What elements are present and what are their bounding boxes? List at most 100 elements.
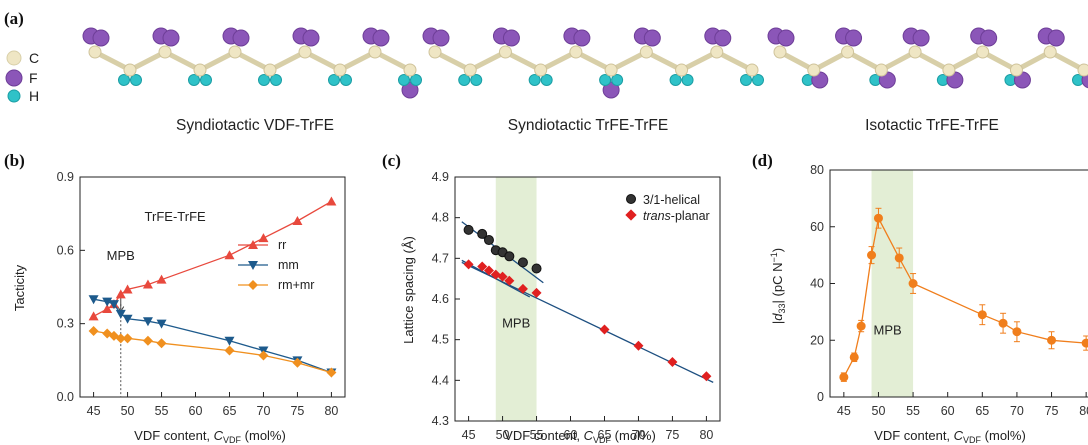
carbon-atom bbox=[123, 63, 137, 77]
x-tick-label: 80 bbox=[1079, 404, 1088, 418]
y-tick-label: 0.9 bbox=[57, 170, 74, 184]
panel-d: (d) MPB 45 50 55 60 65 70 75 80 0 20 40 60 80 |d33| (… bbox=[752, 151, 1088, 445]
atom-legend-label: F bbox=[29, 70, 38, 86]
y-axis-title: Lattice spacing (Å) bbox=[401, 236, 416, 344]
structure-label: Isotactic TrFE-TrFE bbox=[865, 117, 999, 134]
y-tick-label: 0.0 bbox=[57, 390, 74, 404]
carbon-atom bbox=[263, 63, 277, 77]
y-tick-label: 4.3 bbox=[432, 414, 449, 428]
x-tick-label: 70 bbox=[257, 404, 271, 418]
y-axis-title: |d33| (pC N−1) bbox=[769, 248, 787, 324]
data-point bbox=[517, 283, 528, 294]
hydrogen-atom-swatch bbox=[7, 89, 21, 103]
data-point bbox=[531, 287, 542, 298]
tacticity-chart: 45 50 55 60 65 70 75 80 0.0 0.3 0.6 0.9 MPB TrFE-TrFE… bbox=[57, 170, 346, 418]
x-tick-label: 55 bbox=[530, 428, 544, 442]
carbon-atom bbox=[534, 63, 548, 77]
molecule-structures bbox=[82, 27, 1088, 99]
carbon-backbone bbox=[433, 49, 754, 73]
hydrogen-atom bbox=[130, 74, 142, 86]
hydrogen-atom bbox=[528, 74, 541, 86]
carbon-atom bbox=[1009, 63, 1023, 77]
legend-label: rm+mr bbox=[278, 278, 314, 292]
fluorine-atom bbox=[232, 29, 250, 47]
x-axis-title: VDF content, CVDF (mol%) bbox=[134, 428, 286, 445]
fluorine-atom bbox=[602, 81, 620, 99]
carbon-atom bbox=[841, 45, 855, 59]
hydrogen-atom bbox=[270, 74, 282, 86]
y-tick-label: 0.6 bbox=[57, 243, 74, 257]
fluorine-atom-swatch bbox=[5, 69, 23, 87]
data-point bbox=[504, 275, 515, 286]
y-tick-label: 4.6 bbox=[432, 292, 449, 306]
x-tick-label: 50 bbox=[496, 428, 510, 442]
data-point bbox=[1081, 338, 1088, 348]
panel-letter-d: (d) bbox=[752, 151, 773, 170]
panel-c: (c) MPB 45 50 55 60 65 70 75 80 4.3 4.4 4.5 4.6 4.7 4.… bbox=[382, 151, 721, 445]
hydrogen-atom bbox=[611, 74, 624, 86]
hydrogen-atom bbox=[258, 74, 270, 86]
panel-letter-c: (c) bbox=[382, 151, 401, 170]
data-point bbox=[483, 265, 494, 276]
carbon-atom bbox=[807, 63, 821, 77]
y-tick-label: 4.4 bbox=[432, 373, 449, 387]
hydrogen-atom bbox=[740, 74, 752, 86]
data-point bbox=[122, 333, 133, 344]
carbon-atom bbox=[1043, 45, 1057, 59]
x-tick-label: 75 bbox=[665, 428, 679, 442]
panel-letter-a: (a) bbox=[4, 9, 24, 28]
data-point bbox=[856, 321, 866, 331]
panel-letter-b: (b) bbox=[4, 151, 25, 170]
legend-label-planar: trans-planar bbox=[643, 209, 710, 223]
y-tick-label: 4.5 bbox=[432, 333, 449, 347]
carbon-backbone bbox=[93, 49, 412, 73]
legend-marker bbox=[248, 280, 258, 290]
y-tick-label: 4.7 bbox=[432, 251, 449, 265]
carbon-atom bbox=[745, 63, 759, 77]
structure-label: Syndiotactic TrFE-TrFE bbox=[508, 117, 668, 134]
d33-chart: MPB 45 50 55 60 65 70 75 80 0 20 40 60 80 bbox=[810, 163, 1088, 418]
x-tick-label: 55 bbox=[155, 404, 169, 418]
panel-a: (a) C F H Syndiotactic VDF-TrFE Syndiota… bbox=[4, 9, 1088, 134]
data-point bbox=[531, 263, 542, 274]
x-tick-label: 45 bbox=[462, 428, 476, 442]
fluorine-atom bbox=[912, 29, 930, 47]
carbon-atom bbox=[333, 63, 347, 77]
x-tick-label: 60 bbox=[564, 428, 578, 442]
data-point bbox=[142, 279, 153, 289]
data-point bbox=[102, 297, 113, 307]
legend-label: rr bbox=[278, 238, 286, 252]
carbon-atom bbox=[228, 45, 242, 59]
y-tick-label: 0.3 bbox=[57, 317, 74, 331]
data-point bbox=[867, 250, 877, 260]
legend-marker-helical bbox=[626, 194, 636, 204]
data-point bbox=[1047, 335, 1057, 345]
carbon-atom bbox=[639, 45, 653, 59]
x-axis-title: VDF content, CVDF (mol%) bbox=[504, 428, 656, 445]
carbon-atom bbox=[298, 45, 312, 59]
plot-frame bbox=[829, 169, 1088, 398]
data-point bbox=[463, 224, 474, 235]
data-point bbox=[115, 333, 126, 344]
data-point bbox=[142, 335, 153, 346]
fluorine-atom bbox=[432, 29, 450, 47]
legend-marker bbox=[248, 261, 258, 270]
data-point bbox=[633, 340, 644, 351]
data-point bbox=[156, 319, 167, 329]
fluorine-atom bbox=[372, 29, 390, 47]
legend-label: mm bbox=[278, 258, 299, 272]
carbon-atom bbox=[569, 45, 583, 59]
fluorine-atom bbox=[980, 29, 998, 47]
data-point bbox=[894, 253, 904, 263]
lattice-spacing-chart: MPB 45 50 55 60 65 70 75 80 4.3 4.4 4.5 4.6 4.7 4.8 4.9 bbox=[432, 170, 721, 442]
carbon-atom bbox=[874, 63, 888, 77]
data-point bbox=[156, 274, 167, 284]
data-point bbox=[517, 257, 528, 268]
carbon-atom bbox=[604, 63, 618, 77]
data-point bbox=[156, 338, 167, 349]
panel-b: (b) 45 50 55 60 65 70 75 80 0.0 0.3 0.6 0.9 MPB TrFE-… bbox=[4, 151, 346, 445]
data-point bbox=[115, 289, 126, 299]
data-point bbox=[224, 250, 235, 260]
hydrogen-atom bbox=[200, 74, 212, 86]
x-tick-label: 65 bbox=[223, 404, 237, 418]
